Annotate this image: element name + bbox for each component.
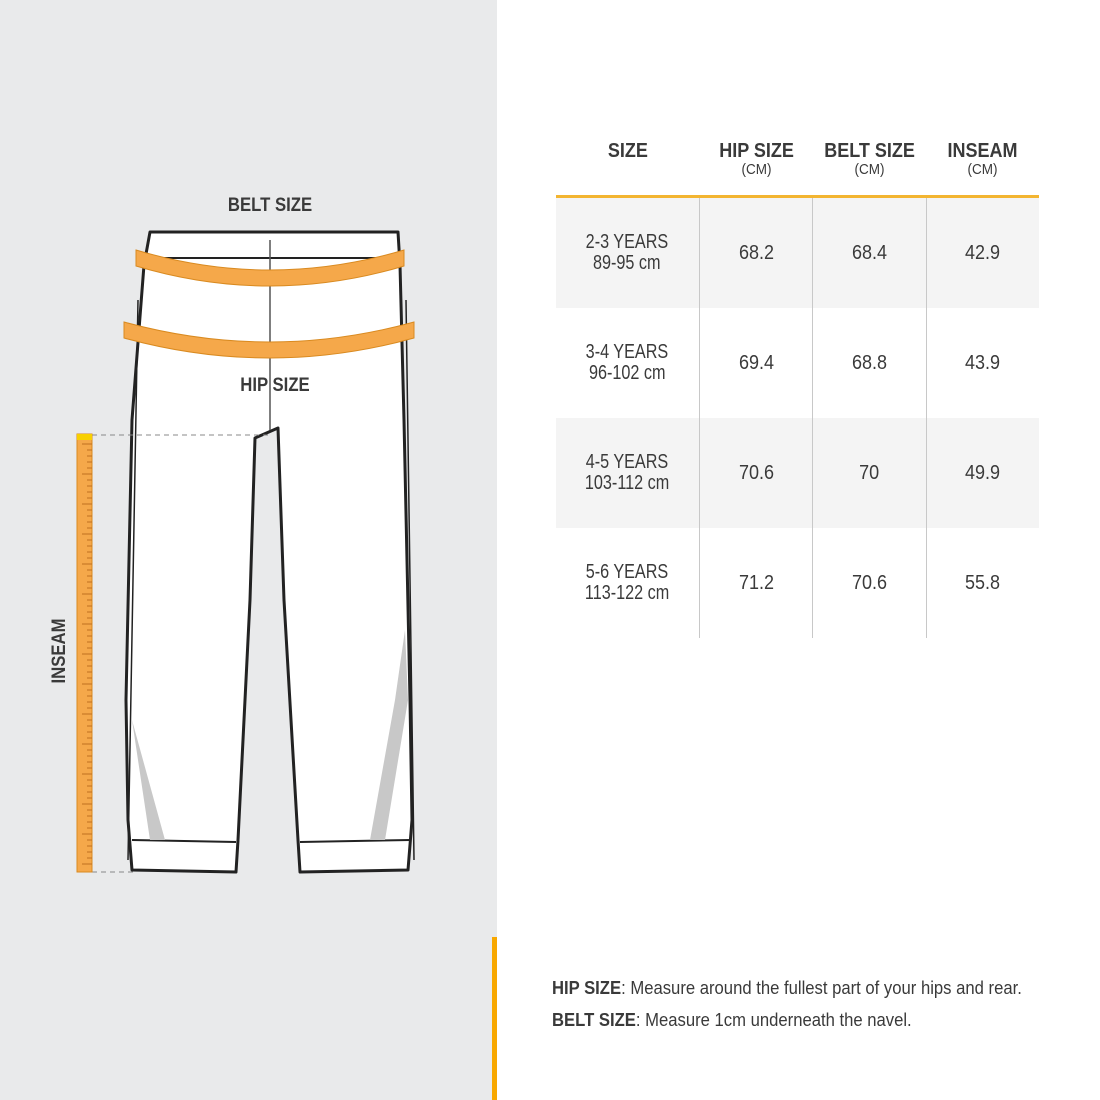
cell-belt: 68.4 (812, 198, 925, 308)
cell-size: 2-3 YEARS 89-95 cm (586, 231, 669, 274)
inseam-ruler (76, 433, 93, 873)
table-row: 4-5 YEARS 103-112 cm 70.6 70 49.9 (556, 418, 1039, 528)
cell-hip: 70.6 (698, 418, 812, 528)
cell-inseam: 49.9 (925, 418, 1039, 528)
table-header: SIZE HIP SIZE (CM) BELT SIZE (CM) INSEAM (C… (556, 140, 1039, 198)
belt-tape (135, 249, 405, 287)
header-size: SIZE (607, 140, 648, 162)
header-inseam: INSEAM (CM) (947, 140, 1018, 178)
cell-belt: 70.6 (812, 528, 925, 638)
cell-inseam: 42.9 (925, 198, 1039, 308)
cell-inseam: 43.9 (925, 308, 1039, 418)
pants-outline (124, 230, 414, 874)
hip-size-label: HIP SIZE (240, 375, 310, 396)
table-row: 5-6 YEARS 113-122 cm 71.2 70.6 55.8 (556, 528, 1039, 638)
cell-hip: 69.4 (698, 308, 812, 418)
cell-size: 4-5 YEARS 103-112 cm (585, 451, 670, 494)
illustration-panel: BELT SIZE HIP SIZE INSEAM (0, 0, 497, 1100)
table-row: 2-3 YEARS 89-95 cm 68.2 68.4 42.9 (556, 198, 1039, 308)
note-belt: BELT SIZE: Measure 1cm underneath the na… (552, 1009, 912, 1030)
table-row: 3-4 YEARS 96-102 cm 69.4 68.8 43.9 (556, 308, 1039, 418)
size-table: SIZE HIP SIZE (CM) BELT SIZE (CM) INSEAM (C… (556, 140, 1039, 638)
note-hip: HIP SIZE: Measure around the fullest par… (552, 977, 1022, 998)
measurement-notes: HIP SIZE: Measure around the fullest par… (552, 972, 1022, 1036)
cell-hip: 68.2 (698, 198, 812, 308)
accent-bar (492, 937, 497, 1100)
pants-illustration (76, 230, 415, 874)
header-belt: BELT SIZE (CM) (823, 140, 915, 178)
header-hip: HIP SIZE (CM) (718, 140, 794, 178)
hip-tape (123, 321, 415, 359)
cell-belt: 70 (812, 418, 925, 528)
inseam-label: INSEAM (49, 618, 70, 684)
cell-belt: 68.8 (812, 308, 925, 418)
cell-size: 5-6 YEARS 113-122 cm (585, 561, 670, 604)
cell-size: 3-4 YEARS 96-102 cm (586, 341, 669, 384)
cell-inseam: 55.8 (925, 528, 1039, 638)
cell-hip: 71.2 (698, 528, 812, 638)
belt-size-label: BELT SIZE (227, 195, 313, 216)
